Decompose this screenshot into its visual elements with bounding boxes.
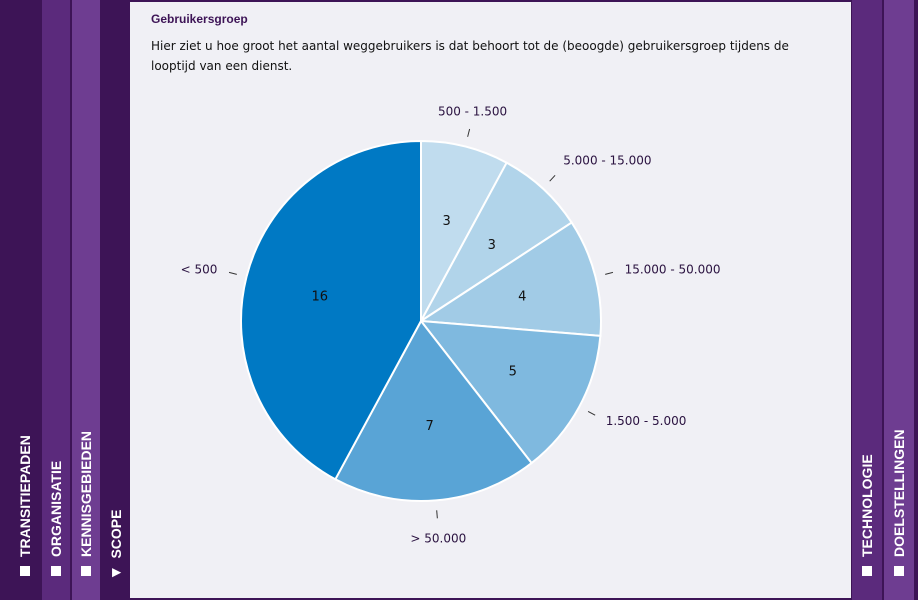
tab-label-text: TRANSITIEPADEN <box>17 435 33 557</box>
pie-slice[interactable] <box>418 319 602 465</box>
content-panel: Gebruikersgroep Hier ziet u hoe groot he… <box>130 2 851 598</box>
panel-description: Hier ziet u hoe groot het aantal weggebr… <box>151 39 789 73</box>
tab-technologie-label: TECHNOLOGIE <box>859 454 875 576</box>
pie-slice[interactable] <box>240 139 422 481</box>
square-bullet-icon <box>51 566 61 576</box>
panel-title: Gebruikersgroep <box>151 12 248 26</box>
tab-scope[interactable]: ▶ SCOPE <box>102 0 130 600</box>
slice-label-tick <box>228 271 237 275</box>
square-bullet-icon <box>81 566 91 576</box>
triangle-right-icon: ▶ <box>111 566 121 579</box>
slice-label-tick <box>605 271 614 275</box>
tab-doelstellingen-label: DOELSTELLINGEN <box>891 429 907 576</box>
slice-label-tick <box>467 128 471 137</box>
slice-category-label: 15.000 - 50.000 <box>625 262 721 276</box>
square-bullet-icon <box>894 566 904 576</box>
square-bullet-icon <box>20 566 30 576</box>
pie-chart: 3 500 - 1.500 3 5.000 - 15.000 4 15.000 - 50.… <box>181 104 721 545</box>
tab-organisatie-label: ORGANISATIE <box>48 461 64 576</box>
tab-label-text: DOELSTELLINGEN <box>891 429 907 557</box>
slice-label-tick <box>436 510 438 519</box>
slice-label-tick <box>549 174 556 182</box>
slice-label-tick <box>587 410 596 416</box>
tab-transitiepaden[interactable]: TRANSITIEPADEN <box>12 0 38 600</box>
slice-value-label: 4 <box>518 289 526 304</box>
slice-value-label: 3 <box>442 214 450 229</box>
slice-value-label: 3 <box>488 238 496 253</box>
tab-organisatie[interactable]: ORGANISATIE <box>42 0 70 600</box>
slice-category-label: > 50.000 <box>410 531 466 545</box>
slice-category-label: 5.000 - 15.000 <box>563 153 651 167</box>
tab-label-text: ORGANISATIE <box>48 460 64 557</box>
slice-value-label: 5 <box>509 365 517 380</box>
pie-slice[interactable] <box>418 221 602 337</box>
tab-transitiepaden-label: TRANSITIEPADEN <box>17 435 33 576</box>
pie-slice[interactable] <box>333 319 533 502</box>
tab-label-text: KENNISGEBIEDEN <box>78 430 94 557</box>
tab-technologie[interactable]: TECHNOLOGIE <box>852 0 882 600</box>
tab-scope-label: ▶ SCOPE <box>108 509 124 579</box>
tab-label-text: TECHNOLOGIE <box>859 454 875 557</box>
tab-label-text: SCOPE <box>108 509 124 559</box>
slice-value-label: 7 <box>425 419 433 434</box>
slice-value-label: 16 <box>312 289 329 304</box>
tab-doelstellingen[interactable]: DOELSTELLINGEN <box>884 0 914 600</box>
square-bullet-icon <box>862 566 872 576</box>
tab-kennisgebieden-label: KENNISGEBIEDEN <box>78 431 94 576</box>
tab-kennisgebieden[interactable]: KENNISGEBIEDEN <box>72 0 100 600</box>
slice-category-label: 1.500 - 5.000 <box>606 414 687 428</box>
slice-category-label: < 500 <box>181 262 218 276</box>
slice-category-label: 500 - 1.500 <box>438 104 507 118</box>
